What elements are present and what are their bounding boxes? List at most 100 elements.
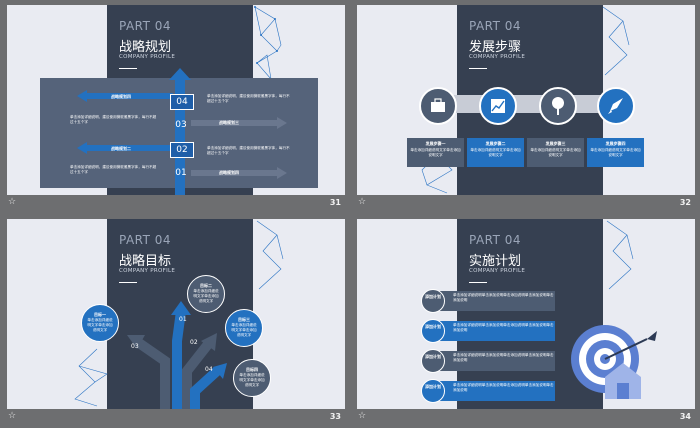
step-text: 单击添加详细说明文字单击添加说明文字 bbox=[470, 148, 521, 157]
number-box-02: 02 bbox=[170, 142, 194, 158]
goal-label: 目标二 bbox=[200, 283, 212, 288]
desc-01: 单击添加详细说明，建议使用微软雅黑字体，每行不超过十五个字 bbox=[70, 165, 157, 174]
label-04: 战略规划四 bbox=[111, 94, 131, 99]
target-icon bbox=[571, 325, 657, 399]
arrow-number-04: 04 bbox=[205, 366, 213, 373]
part-label: PART 04 bbox=[469, 233, 522, 247]
arrow-number-01: 01 bbox=[179, 316, 187, 323]
goal-label: 目标四 bbox=[246, 367, 258, 372]
desc-03: 单击添加详细说明，建议使用微软雅黑字体，每行不超过十五个字 bbox=[70, 115, 157, 124]
slide-subtitle: COMPANY PROFILE bbox=[119, 268, 176, 274]
slide-subtitle: COMPANY PROFILE bbox=[469, 268, 526, 274]
goal-circle-2: 目标二 单击添加详细说明文字单击添加说明文字 bbox=[187, 275, 225, 313]
slide-number: 33 bbox=[329, 412, 341, 421]
plan-label: 添加计划 bbox=[425, 294, 441, 299]
goal-text: 单击添加详细说明文字单击添加说明文字 bbox=[193, 289, 219, 303]
slide-subtitle: COMPANY PROFILE bbox=[119, 54, 176, 60]
number-box-01: 01 bbox=[175, 168, 187, 178]
slide-32-canvas: PART 04 发展步骤 COMPANY PROFILE 发展步骤一 单击添加详… bbox=[357, 5, 695, 195]
network-decoration-top bbox=[256, 220, 284, 290]
goal-text: 单击添加详细说明文字单击添加说明文字 bbox=[231, 323, 257, 337]
goal-text: 单击添加详细说明文字单击添加说明文字 bbox=[87, 318, 113, 332]
plan-circle-3: 添加计划 bbox=[421, 349, 445, 373]
plan-row-1: 单击添加详细说明单击添加说明单击添加说明单击添加说明单击添加说明 bbox=[435, 291, 555, 311]
goal-circle-3: 目标三 单击添加详细说明文字单击添加说明文字 bbox=[225, 309, 263, 347]
goal-label: 目标一 bbox=[94, 312, 106, 317]
slide-footer: ☆ 34 bbox=[354, 409, 695, 424]
arrow-number-02: 02 bbox=[190, 339, 198, 346]
slide-31-canvas: PART 04 战略规划 COMPANY PROFILE 04 03 02 01… bbox=[7, 5, 345, 195]
title-underline bbox=[119, 282, 137, 283]
arrow-left-02 bbox=[77, 142, 173, 154]
arrow-number-03: 03 bbox=[131, 343, 139, 350]
slide-title: 实施计划 bbox=[469, 254, 522, 269]
plan-row-4: 单击添加详细说明单击添加说明单击添加说明单击添加说明单击添加说明 bbox=[435, 381, 555, 401]
arrow-left-04 bbox=[77, 90, 173, 102]
step-text: 单击添加详细说明文字单击添加说明文字 bbox=[530, 148, 581, 157]
step-text: 单击添加详细说明文字单击添加说明文字 bbox=[410, 148, 461, 157]
plan-text: 单击添加详细说明单击添加说明单击添加说明单击添加说明单击添加说明 bbox=[453, 323, 554, 332]
step-label: 发展步骤三 bbox=[545, 141, 566, 146]
arrow-right-01 bbox=[191, 167, 287, 179]
goal-circle-1: 目标一 单击添加详细说明文字单击添加说明文字 bbox=[81, 304, 119, 342]
step-label: 发展步骤二 bbox=[485, 141, 506, 146]
plan-row-2: 单击添加详细说明单击添加说明单击添加说明单击添加说明单击添加说明 bbox=[435, 321, 555, 341]
title-underline bbox=[469, 68, 487, 69]
part-label: PART 04 bbox=[469, 19, 522, 33]
step-label: 发展步骤一 bbox=[425, 141, 446, 146]
star-icon[interactable]: ☆ bbox=[358, 411, 367, 421]
title-underline bbox=[119, 68, 137, 69]
step-label: 发展步骤四 bbox=[605, 141, 626, 146]
number-box-04: 04 bbox=[170, 94, 194, 110]
plan-label: 添加计划 bbox=[425, 384, 441, 389]
label-03: 战略规划三 bbox=[219, 120, 239, 125]
slide-34-canvas: PART 04 实施计划 COMPANY PROFILE 单击添加详细说明单击添… bbox=[357, 219, 695, 409]
slide-33-canvas: PART 04 战略目标 COMPANY PROFILE 03 01 02 04… bbox=[7, 219, 345, 409]
plan-text: 单击添加详细说明单击添加说明单击添加说明单击添加说明单击添加说明 bbox=[453, 353, 554, 362]
branch-arrows bbox=[127, 301, 227, 409]
network-decoration-top bbox=[606, 220, 634, 290]
slide-title: 发展步骤 bbox=[469, 40, 522, 55]
plan-circle-1: 添加计划 bbox=[421, 289, 445, 313]
vertical-arrow bbox=[169, 68, 191, 195]
chart-icon bbox=[479, 87, 517, 125]
step-box-1: 发展步骤一 单击添加详细说明文字单击添加说明文字 bbox=[407, 138, 464, 167]
briefcase-icon bbox=[419, 87, 457, 125]
star-icon[interactable]: ☆ bbox=[8, 197, 17, 207]
plan-row-3: 单击添加详细说明单击添加说明单击添加说明单击添加说明单击添加说明 bbox=[435, 351, 555, 371]
desc-02: 单击添加详细说明，建议使用微软雅黑字体，每行不超过十五个字 bbox=[207, 146, 290, 155]
slide-thumbnail-33[interactable]: PART 04 战略目标 COMPANY PROFILE 03 01 02 04… bbox=[4, 214, 345, 424]
connector-band bbox=[431, 95, 621, 113]
plan-label: 添加计划 bbox=[425, 354, 441, 359]
number-box-03: 03 bbox=[175, 120, 187, 130]
rocket-icon bbox=[597, 87, 635, 125]
slide-thumbnail-31[interactable]: PART 04 战略规划 COMPANY PROFILE 04 03 02 01… bbox=[4, 0, 345, 210]
plan-text: 单击添加详细说明单击添加说明单击添加说明单击添加说明单击添加说明 bbox=[453, 383, 554, 392]
slide-number: 32 bbox=[679, 198, 691, 207]
network-decoration-top bbox=[602, 6, 630, 76]
slide-subtitle: COMPANY PROFILE bbox=[469, 54, 526, 60]
slide-thumbnail-32[interactable]: PART 04 发展步骤 COMPANY PROFILE 发展步骤一 单击添加详… bbox=[354, 0, 695, 210]
step-box-4: 发展步骤四 单击添加详细说明文字单击添加说明文字 bbox=[587, 138, 644, 167]
arrow-right-03 bbox=[191, 117, 287, 129]
slide-number: 31 bbox=[329, 198, 341, 207]
slide-thumbnail-34[interactable]: PART 04 实施计划 COMPANY PROFILE 单击添加详细说明单击添… bbox=[354, 214, 695, 424]
star-icon[interactable]: ☆ bbox=[358, 197, 367, 207]
slide-title: 战略规划 bbox=[119, 40, 172, 55]
plan-text: 单击添加详细说明单击添加说明单击添加说明单击添加说明单击添加说明 bbox=[453, 293, 554, 302]
label-01: 战略规划四 bbox=[219, 170, 239, 175]
step-box-3: 发展步骤三 单击添加详细说明文字单击添加说明文字 bbox=[527, 138, 584, 167]
plan-circle-4: 添加计划 bbox=[421, 379, 445, 403]
slide-footer: ☆ 33 bbox=[4, 409, 345, 424]
network-decoration bbox=[74, 348, 108, 407]
step-box-2: 发展步骤二 单击添加详细说明文字单击添加说明文字 bbox=[467, 138, 524, 167]
plan-circle-2: 添加计划 bbox=[421, 319, 445, 343]
label-02: 战略规划二 bbox=[111, 146, 131, 151]
star-icon[interactable]: ☆ bbox=[8, 411, 17, 421]
goal-circle-4: 目标四 单击添加详细说明文字单击添加说明文字 bbox=[233, 359, 271, 397]
slide-number: 34 bbox=[679, 412, 691, 421]
desc-04: 单击添加详细说明，建议使用微软雅黑字体，每行不超过十五个字 bbox=[207, 94, 290, 103]
part-label: PART 04 bbox=[119, 233, 172, 247]
slide-title: 战略目标 bbox=[119, 254, 172, 269]
goal-label: 目标三 bbox=[238, 317, 250, 322]
